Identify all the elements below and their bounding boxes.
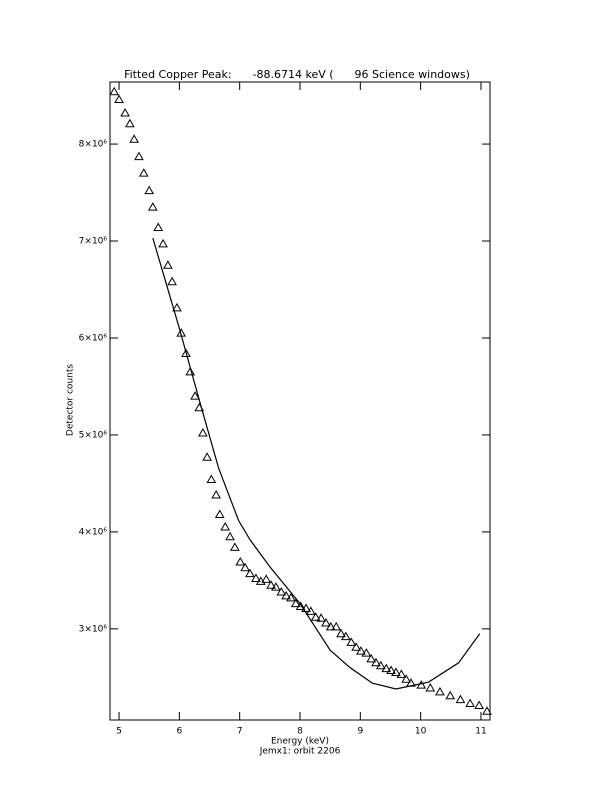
data-point <box>386 665 396 675</box>
data-point <box>114 94 124 103</box>
data-point <box>455 694 466 704</box>
data-point <box>340 631 351 641</box>
x-tick-label: 7 <box>237 727 243 737</box>
data-point <box>185 366 196 376</box>
data-point <box>251 573 261 582</box>
data-point <box>445 690 456 700</box>
data-point <box>235 556 246 566</box>
data-point <box>206 474 217 484</box>
y-tick-label: 7×10⁶ <box>79 237 108 247</box>
data-point <box>214 509 225 518</box>
data-point <box>147 202 158 211</box>
x-tick-label: 8 <box>297 727 303 737</box>
data-point <box>391 667 401 676</box>
data-point <box>336 628 346 638</box>
footer: Jemx1: orbit 2206 <box>259 747 341 757</box>
data-point <box>120 108 130 117</box>
data-point <box>375 660 386 670</box>
data-point <box>346 637 357 646</box>
data-point <box>266 580 276 589</box>
data-point <box>316 613 326 622</box>
data-point <box>190 391 200 400</box>
data-point <box>240 562 250 572</box>
data-point <box>229 542 240 551</box>
data-point <box>261 574 272 583</box>
data-point <box>482 706 492 715</box>
data-point <box>401 674 412 683</box>
data-point <box>245 568 255 578</box>
chart-title: Fitted Copper Peak: -88.6714 keV ( 96 Sc… <box>124 68 470 81</box>
data-point <box>286 592 296 602</box>
data-point <box>220 522 231 531</box>
data-point <box>281 590 291 600</box>
fit-line <box>152 237 481 690</box>
data-point <box>435 686 445 696</box>
data-point <box>129 134 139 143</box>
x-axis-label: Energy (keV) <box>271 737 329 747</box>
data-point <box>396 669 407 678</box>
y-tick-label: 5×10⁶ <box>79 430 108 440</box>
data-point <box>321 618 331 627</box>
data-point <box>158 238 168 248</box>
data-point <box>198 427 208 437</box>
data-point <box>125 118 135 128</box>
y-tick-label: 3×10⁶ <box>79 624 108 634</box>
data-point <box>351 642 361 651</box>
data-point <box>290 598 301 608</box>
x-tick-label: 6 <box>176 727 182 737</box>
data-point <box>202 452 212 461</box>
data-point <box>109 86 120 96</box>
x-tick-label: 9 <box>357 727 363 737</box>
data-point <box>331 621 342 631</box>
x-tick-label: 10 <box>415 727 427 737</box>
data-point <box>366 653 377 663</box>
data-point <box>474 700 485 709</box>
data-point <box>371 657 381 667</box>
data-point <box>271 582 281 591</box>
data-point <box>225 531 235 541</box>
data-point <box>381 663 392 673</box>
data-point <box>325 621 336 631</box>
y-tick-label: 8×10⁶ <box>79 140 108 150</box>
data-point <box>138 168 149 177</box>
data-point <box>301 603 311 612</box>
data-point <box>361 648 372 657</box>
data-point <box>305 606 316 615</box>
y-axis-label: Detector counts <box>66 364 76 436</box>
data-point <box>465 698 475 708</box>
x-tick-label: 11 <box>475 727 486 737</box>
y-tick-label: 4×10⁶ <box>79 527 108 537</box>
x-tick-label: 5 <box>116 727 122 737</box>
data-point <box>153 222 164 231</box>
data-point <box>144 185 155 195</box>
data-point <box>310 612 321 621</box>
data-point <box>134 151 144 161</box>
data-point <box>356 646 366 655</box>
data-point <box>181 348 191 357</box>
data-point <box>163 260 173 269</box>
y-tick-label: 6×10⁶ <box>79 333 108 343</box>
data-point <box>276 587 287 596</box>
data-point <box>211 490 222 499</box>
data-point <box>295 601 306 611</box>
data-point <box>172 302 182 312</box>
data-point <box>167 276 177 286</box>
data-point <box>425 682 436 692</box>
